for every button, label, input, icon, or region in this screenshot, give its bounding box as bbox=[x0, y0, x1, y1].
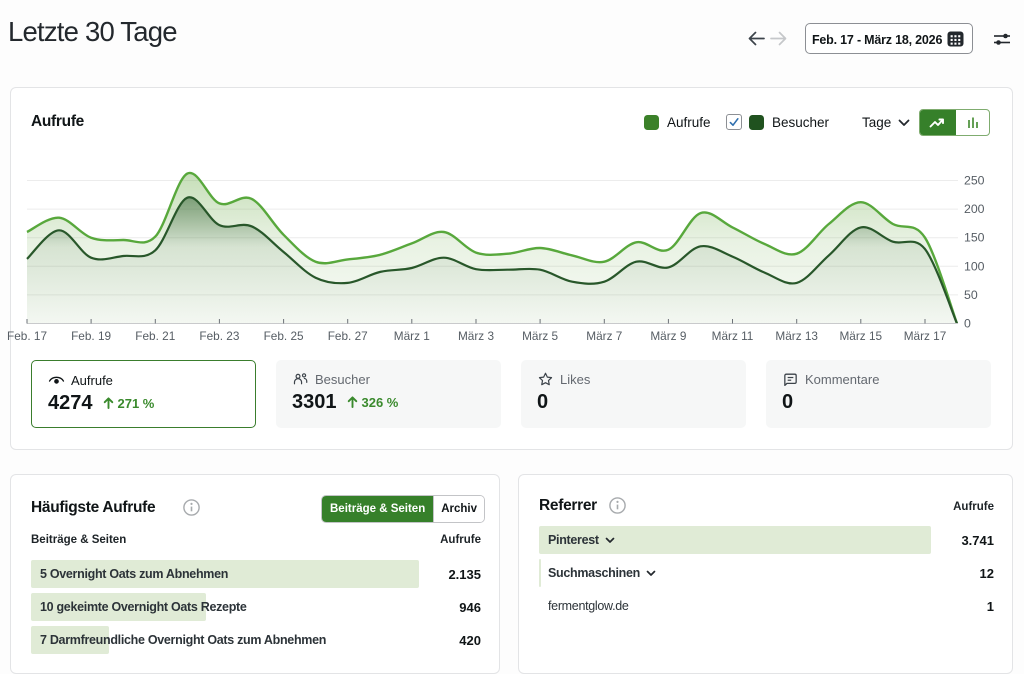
svg-text:März 9: März 9 bbox=[650, 329, 686, 343]
svg-text:März 3: März 3 bbox=[458, 329, 494, 343]
svg-text:0: 0 bbox=[964, 317, 971, 331]
svg-text:Feb. 19: Feb. 19 bbox=[71, 329, 111, 343]
svg-text:Feb. 17: Feb. 17 bbox=[7, 329, 47, 343]
svg-text:150: 150 bbox=[964, 231, 985, 245]
svg-text:200: 200 bbox=[964, 202, 985, 216]
svg-text:250: 250 bbox=[964, 174, 985, 188]
svg-text:März 5: März 5 bbox=[522, 329, 558, 343]
svg-text:März 17: März 17 bbox=[904, 329, 947, 343]
svg-text:Feb. 25: Feb. 25 bbox=[264, 329, 304, 343]
svg-text:Feb. 27: Feb. 27 bbox=[328, 329, 368, 343]
svg-text:100: 100 bbox=[964, 259, 985, 273]
svg-text:50: 50 bbox=[964, 288, 978, 302]
svg-text:Feb. 23: Feb. 23 bbox=[199, 329, 239, 343]
svg-text:März 7: März 7 bbox=[586, 329, 622, 343]
svg-text:Feb. 21: Feb. 21 bbox=[135, 329, 175, 343]
svg-text:März 1: März 1 bbox=[394, 329, 430, 343]
svg-text:März 13: März 13 bbox=[775, 329, 818, 343]
svg-text:März 15: März 15 bbox=[839, 329, 882, 343]
svg-text:März 11: März 11 bbox=[712, 329, 754, 343]
